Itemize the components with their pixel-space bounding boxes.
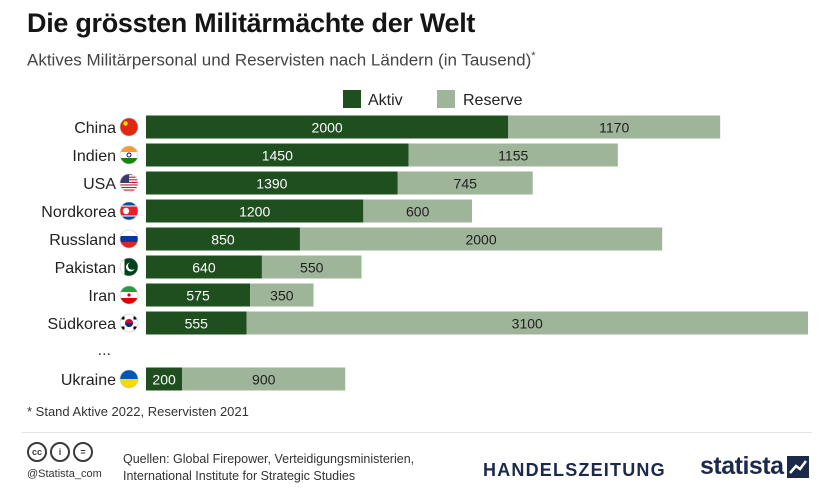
bar-reserve	[246, 311, 808, 335]
bar-aktiv	[146, 143, 409, 167]
bar-row: Indien 1450 1155	[72, 143, 618, 167]
bar-row: USA 1390 745	[83, 171, 533, 195]
category-label: Iran	[88, 288, 116, 305]
category-label: Russland	[49, 232, 116, 249]
data-label-aktiv: 1200	[239, 204, 270, 220]
russia-flag-icon	[119, 229, 139, 249]
category-label: Ukraine	[61, 372, 116, 389]
data-label-reserve: 1170	[599, 120, 629, 136]
bar-reserve	[182, 367, 346, 391]
pakistan-flag-icon	[119, 257, 139, 277]
data-label-aktiv: 850	[211, 232, 235, 248]
subtitle-text: Aktives Militärpersonal und Reservisten …	[27, 50, 532, 70]
category-label: USA	[83, 176, 116, 193]
bar-reserve	[250, 283, 314, 307]
category-label: Indien	[72, 148, 116, 165]
china-flag-icon	[119, 117, 139, 137]
data-label-aktiv: 575	[186, 288, 210, 304]
bar-aktiv	[146, 255, 262, 279]
category-label: Nordkorea	[41, 204, 116, 221]
category-label: China	[74, 120, 116, 137]
stacked-bar-chart: Aktiv Reserve China 2000 1170 Indien 1450 1155 U…	[41, 90, 808, 391]
south-korea-flag-icon	[119, 313, 139, 333]
bar-aktiv	[146, 171, 398, 195]
usa-flag-icon	[119, 173, 139, 193]
license-icons: cc i =	[27, 442, 93, 462]
iran-flag-icon	[119, 285, 139, 305]
data-label-reserve: 550	[300, 260, 324, 276]
bar-aktiv	[146, 367, 183, 391]
data-label-reserve: 3100	[512, 316, 543, 332]
data-label-reserve: 900	[252, 372, 276, 388]
footnote-mark: *	[531, 50, 536, 62]
bar-aktiv	[146, 227, 300, 251]
data-label-aktiv: 200	[152, 372, 176, 388]
bar-reserve	[363, 199, 473, 223]
chart-title: Die grössten Militärmächte der Welt	[27, 8, 476, 38]
north-korea-flag-icon	[119, 201, 139, 221]
footer-divider	[22, 432, 812, 433]
data-label-reserve: 600	[406, 204, 430, 220]
category-label: Pakistan	[55, 260, 116, 277]
legend-swatch-reserve	[437, 90, 455, 108]
bar-row: Iran 575 350	[88, 283, 314, 307]
bar-reserve	[299, 227, 663, 251]
bar-aktiv	[146, 283, 251, 307]
bar-row: Ukraine 200 900	[61, 367, 346, 391]
publisher-logo[interactable]: HANDELSZEITUNG	[483, 460, 666, 480]
data-label-aktiv: 640	[192, 260, 216, 276]
bar-aktiv	[146, 199, 364, 223]
chart-legend: Aktiv Reserve	[343, 90, 523, 109]
statista-logo-icon[interactable]	[787, 456, 809, 478]
creative-commons-icon[interactable]: cc	[27, 442, 47, 462]
chart-subtitle: Aktives Militärpersonal und Reservisten …	[27, 50, 536, 71]
sources-line-2: International Institute for Strategic St…	[123, 469, 356, 483]
statista-logo[interactable]: statista	[700, 452, 784, 480]
ukraine-flag-icon	[119, 369, 139, 389]
data-label-aktiv: 555	[185, 316, 209, 332]
category-label: Südkorea	[48, 316, 117, 333]
data-label-reserve: 1155	[498, 148, 528, 164]
legend-label-reserve: Reserve	[463, 92, 523, 109]
bar-reserve	[397, 171, 533, 195]
data-label-aktiv: 2000	[312, 120, 343, 136]
bar-row: Russland 850 2000	[49, 227, 663, 251]
bar-row: Südkorea 555 3100	[48, 311, 808, 335]
legend-swatch-aktiv	[343, 90, 361, 108]
data-label-reserve: 350	[270, 288, 294, 304]
legend-label-aktiv: Aktiv	[368, 92, 403, 109]
footnote: * Stand Aktive 2022, Reservisten 2021	[27, 404, 249, 419]
copyright-handle[interactable]: @Statista_com	[27, 468, 102, 480]
no-derivatives-icon[interactable]: =	[73, 442, 93, 462]
bar-row: Nordkorea 1200 600	[41, 199, 473, 223]
bar-reserve	[508, 115, 721, 139]
sources-line-1: Quellen: Global Firepower, Verteidigungs…	[123, 452, 415, 466]
bar-row: China 2000 1170	[74, 115, 721, 139]
data-label-reserve: 745	[454, 176, 478, 192]
bar-aktiv	[146, 311, 247, 335]
data-label-reserve: 2000	[465, 232, 496, 248]
bar-reserve	[261, 255, 362, 279]
bar-row: Pakistan 640 550	[55, 255, 362, 279]
data-label-aktiv: 1390	[256, 176, 287, 192]
data-label-aktiv: 1450	[262, 148, 293, 164]
attribution-icon[interactable]: i	[50, 442, 70, 462]
india-flag-icon	[119, 145, 139, 165]
bar-reserve	[408, 143, 618, 167]
bar-aktiv	[146, 115, 509, 139]
category-gap-ellipsis: ...	[98, 342, 111, 359]
sources: Quellen: Global Firepower, Verteidigungs…	[123, 451, 414, 485]
